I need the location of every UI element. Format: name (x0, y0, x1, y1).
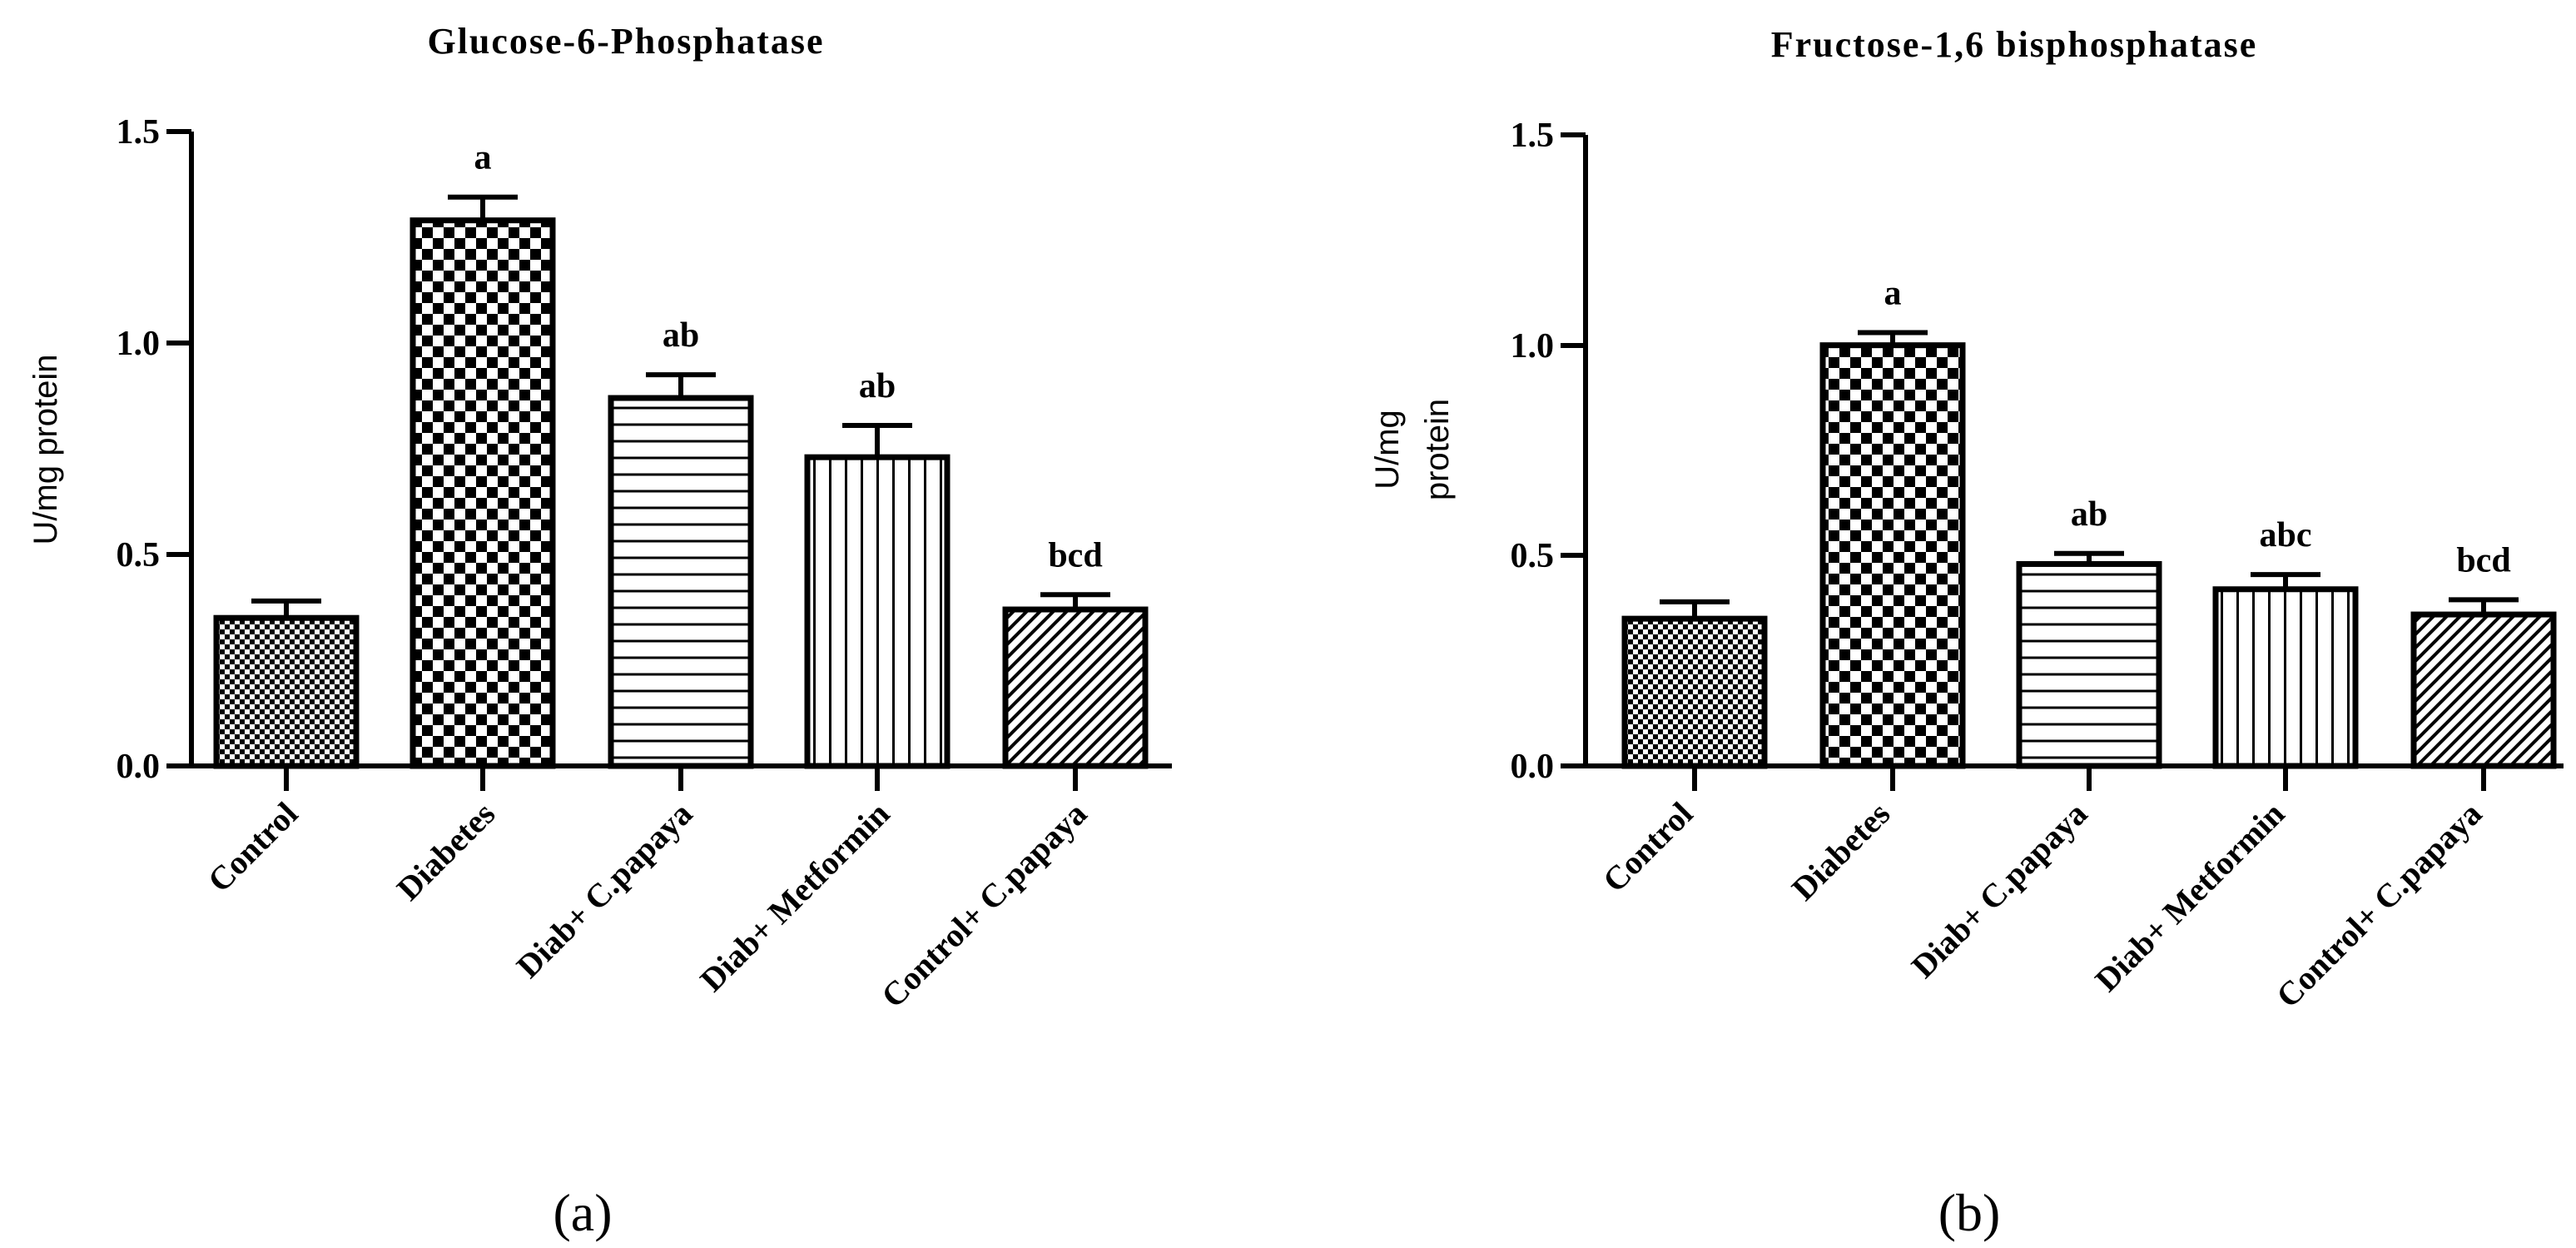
bar (2212, 586, 2359, 769)
y-axis-label: protein (1419, 399, 1456, 500)
bar (1621, 615, 1768, 769)
y-tick-label: 0.0 (117, 748, 161, 786)
y-tick-label: 1.0 (1511, 327, 1555, 365)
bars: a ab abc bcd (1621, 275, 2557, 791)
y-axis (1561, 132, 1588, 768)
significance-label: a (1884, 275, 1902, 313)
y-axis-label: U/mg (1369, 410, 1406, 490)
y-tick-label: 1.0 (117, 325, 161, 363)
y-tick-label: 0.5 (117, 536, 161, 574)
y-tick-label: 0.0 (1511, 748, 1555, 786)
bar (2016, 560, 2162, 769)
bars: a ab ab bcd (213, 139, 1149, 791)
significance-label: ab (2071, 495, 2107, 534)
x-tick-label: Control (201, 795, 305, 900)
significance-label: ab (663, 316, 699, 355)
x-tick-label: Diab+ C.papaya (1904, 795, 2095, 986)
x-tick-label: Diabetes (390, 795, 503, 908)
panel-a: Glucose-6-Phosphatase U/mg protein 0.0 0… (27, 21, 1172, 1242)
x-tick-label: Diab+ Metformin (2087, 795, 2291, 999)
x-tick-label: Diab+ Metformin (692, 795, 896, 999)
panel-label: (b) (1938, 1183, 2001, 1242)
panel-b: Fructose-1,6 bisphosphatase U/mg protein… (1369, 24, 2564, 1242)
significance-label: bcd (2456, 541, 2510, 579)
bar (608, 395, 754, 769)
significance-label: ab (859, 367, 896, 405)
y-tick-label: 0.5 (1511, 537, 1555, 575)
chart-title: Fructose-1,6 bisphosphatase (1771, 24, 2258, 65)
x-tick-label: Diab+ C.papaya (509, 795, 700, 986)
x-tick-label: Control+ C.papaya (2269, 795, 2489, 1015)
significance-label: bcd (1048, 536, 1102, 574)
bar (1002, 606, 1149, 769)
y-axis (166, 129, 194, 768)
bar (2410, 611, 2557, 769)
y-axis-label: U/mg protein (27, 355, 64, 545)
y-tick-label: 1.5 (117, 113, 161, 152)
y-tick-label: 1.5 (1511, 117, 1555, 155)
panel-label: (a) (553, 1183, 612, 1242)
bar (409, 217, 556, 769)
x-tick-label: Diabetes (1784, 795, 1898, 908)
bar (804, 454, 950, 769)
significance-label: a (474, 139, 492, 177)
chart-title: Glucose-6-Phosphatase (427, 21, 824, 62)
significance-label: abc (2260, 516, 2312, 554)
bar (1819, 342, 1966, 769)
x-tick-label: Control+ C.papaya (874, 795, 1094, 1015)
bar (213, 614, 360, 769)
x-tick-label: Control (1596, 795, 1700, 900)
